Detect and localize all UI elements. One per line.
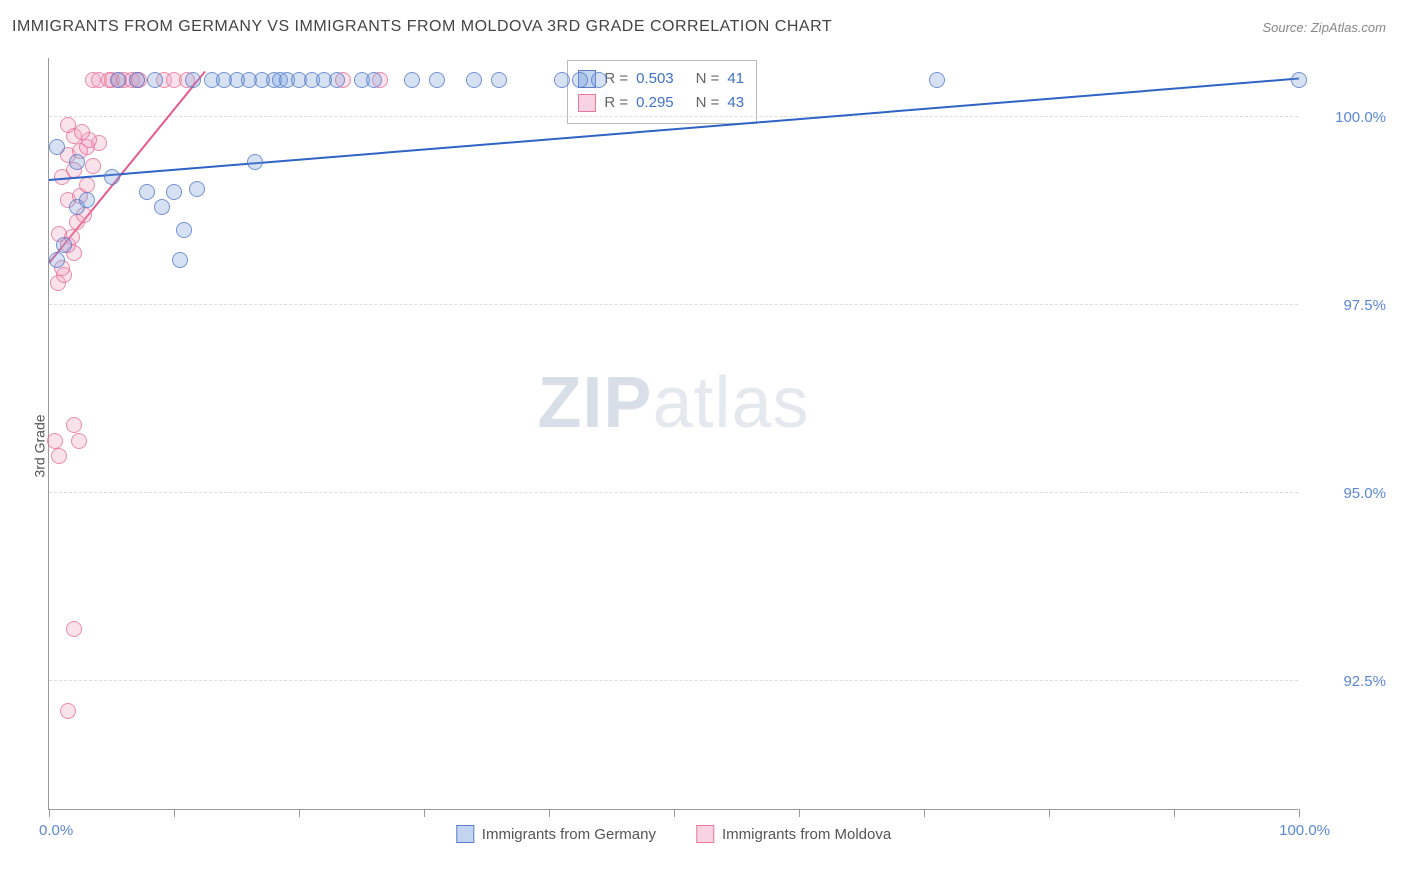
data-point [60,117,76,133]
watermark-atlas: atlas [652,363,809,443]
stat-n-moldova: 43 [727,91,744,115]
data-point [166,184,182,200]
x-tick-mark [49,809,50,817]
x-tick-mark [1049,809,1050,817]
stat-r-moldova: 0.295 [636,91,674,115]
x-tick-mark [1299,809,1300,817]
x-tick-mark [299,809,300,817]
data-point [189,181,205,197]
stat-n-label: N = [696,91,720,115]
chart-title: IMMIGRANTS FROM GERMANY VS IMMIGRANTS FR… [12,18,832,36]
data-point [79,177,95,193]
x-tick-mark [424,809,425,817]
data-point [329,72,345,88]
x-tick-mark [799,809,800,817]
data-point [147,72,163,88]
stat-r-label: R = [604,67,628,91]
gridline [49,680,1298,681]
source-attribution: Source: ZipAtlas.com [1262,20,1386,35]
x-tick-mark [1174,809,1175,817]
data-point [172,252,188,268]
stat-r-label: R = [604,91,628,115]
legend-item-moldova: Immigrants from Moldova [696,825,891,843]
data-point [79,192,95,208]
y-tick-label: 95.0% [1306,485,1386,502]
data-point [366,72,382,88]
legend-label-moldova: Immigrants from Moldova [722,826,891,843]
data-point [69,154,85,170]
data-point [104,169,120,185]
swatch-moldova-icon [578,94,596,112]
data-point [185,72,201,88]
data-point [74,124,90,140]
watermark: ZIPatlas [537,362,809,444]
data-point [71,433,87,449]
stat-n-germany: 41 [727,67,744,91]
y-tick-label: 92.5% [1306,673,1386,690]
data-point [176,222,192,238]
x-tick-mark [674,809,675,817]
x-tick-100: 100.0% [1279,822,1330,839]
x-tick-mark [549,809,550,817]
data-point [466,72,482,88]
scatter-plot-area: ZIPatlas R = 0.503 N = 41 R = 0.295 N = … [48,58,1298,810]
source-name: ZipAtlas.com [1311,20,1386,35]
data-point [554,72,570,88]
data-point [49,252,65,268]
data-point [51,448,67,464]
swatch-moldova-icon [696,825,714,843]
legend-item-germany: Immigrants from Germany [456,825,656,843]
data-point [110,72,126,88]
data-point [591,72,607,88]
data-point [929,72,945,88]
legend: Immigrants from Germany Immigrants from … [456,825,891,843]
data-point [66,621,82,637]
data-point [49,139,65,155]
data-point [85,158,101,174]
source-prefix: Source: [1262,20,1310,35]
stat-r-germany: 0.503 [636,67,674,91]
y-tick-label: 97.5% [1306,297,1386,314]
data-point [247,154,263,170]
data-point [129,72,145,88]
gridline [49,492,1298,493]
stats-row-moldova: R = 0.295 N = 43 [578,91,744,115]
data-point [1291,72,1307,88]
y-axis-label: 3rd Grade [32,414,48,477]
data-point [572,72,588,88]
data-point [139,184,155,200]
x-tick-0: 0.0% [39,822,73,839]
data-point [491,72,507,88]
swatch-germany-icon [456,825,474,843]
legend-label-germany: Immigrants from Germany [482,826,656,843]
x-tick-mark [174,809,175,817]
watermark-zip: ZIP [537,363,652,443]
stats-box: R = 0.503 N = 41 R = 0.295 N = 43 [567,60,757,124]
y-tick-label: 100.0% [1306,109,1386,126]
data-point [154,199,170,215]
data-point [60,703,76,719]
data-point [56,237,72,253]
gridline [49,304,1298,305]
data-point [429,72,445,88]
x-tick-mark [924,809,925,817]
data-point [404,72,420,88]
data-point [66,417,82,433]
gridline [49,116,1298,117]
data-point [47,433,63,449]
stat-n-label: N = [696,67,720,91]
